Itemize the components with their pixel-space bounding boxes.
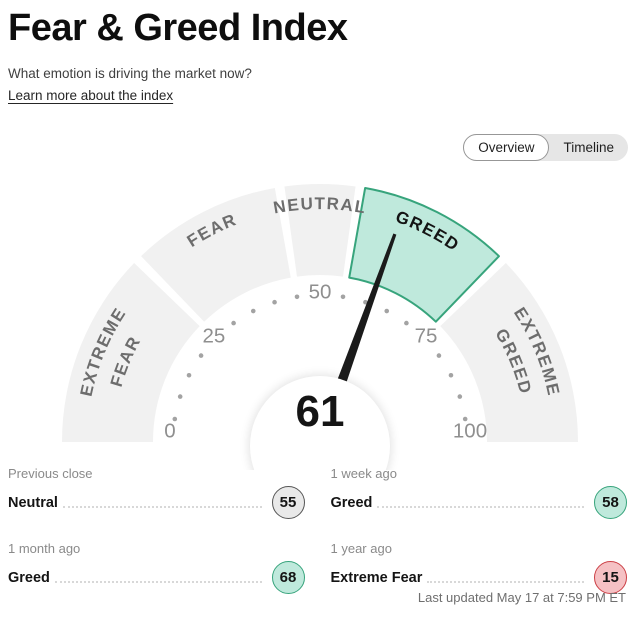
tab-overview[interactable]: Overview [463,134,550,161]
dotted-leader [427,580,584,583]
page-header: Fear & Greed Index What emotion is drivi… [8,7,625,105]
stat-period: 1 year ago [330,541,392,556]
stat-period: 1 week ago [330,466,398,481]
history-stats: Previous close Neutral 55 1 week ago Gre… [8,466,627,594]
svg-text:50: 50 [309,281,332,304]
stat-sentiment: Greed [8,569,50,586]
page-subtitle: What emotion is driving the market now? [8,65,252,81]
gauge-value: 61 [296,387,345,436]
score-badge: 55 [271,486,305,519]
tab-timeline[interactable]: Timeline [563,140,614,155]
dotted-leader [62,505,262,508]
score-badge: 15 [594,561,627,594]
stat-period: 1 month ago [8,541,81,556]
stat-one-week-ago: 1 week ago Greed 58 [330,466,627,519]
view-toggle: Overview Timeline [463,134,628,161]
stat-period: Previous close [8,466,93,481]
score-badge: 58 [594,486,627,519]
last-updated: Last updated May 17 at 7:59 PM ET [417,590,626,605]
learn-more-link[interactable]: Learn more about the index [8,87,174,103]
stat-one-year-ago: 1 year ago Extreme Fear 15 [330,541,627,594]
stat-one-month-ago: 1 month ago Greed 68 [8,541,305,594]
svg-text:100: 100 [453,420,487,443]
page-title: Fear & Greed Index [8,7,348,49]
dotted-leader [54,580,262,583]
svg-text:75: 75 [415,324,438,347]
stat-sentiment: Neutral [8,494,58,511]
dotted-leader [377,505,584,508]
svg-text:0: 0 [164,420,175,443]
svg-text:25: 25 [203,324,226,347]
stat-previous-close: Previous close Neutral 55 [8,466,305,519]
stat-sentiment: Extreme Fear [330,569,423,586]
score-badge: 68 [271,561,305,594]
fear-greed-gauge: 0 25 50 75 100 EXTREME FEAR FEAR NEUTRAL GREED EXT… [62,183,578,470]
stat-sentiment: Greed [330,494,373,511]
gauge-needle [332,233,397,397]
svg-text:NEUTRAL: NEUTRAL [272,194,368,217]
